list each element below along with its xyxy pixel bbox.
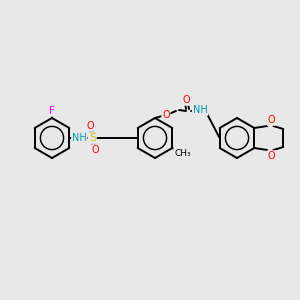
Text: NH: NH [193, 105, 207, 115]
Text: O: O [268, 151, 275, 161]
Text: NH: NH [72, 133, 87, 143]
Text: O: O [86, 121, 94, 131]
Text: O: O [268, 115, 275, 125]
Text: O: O [92, 145, 99, 155]
Text: O: O [183, 95, 190, 105]
Text: F: F [49, 106, 55, 116]
Text: S: S [89, 133, 96, 143]
Text: CH₃: CH₃ [174, 148, 190, 158]
Text: O: O [162, 110, 170, 120]
